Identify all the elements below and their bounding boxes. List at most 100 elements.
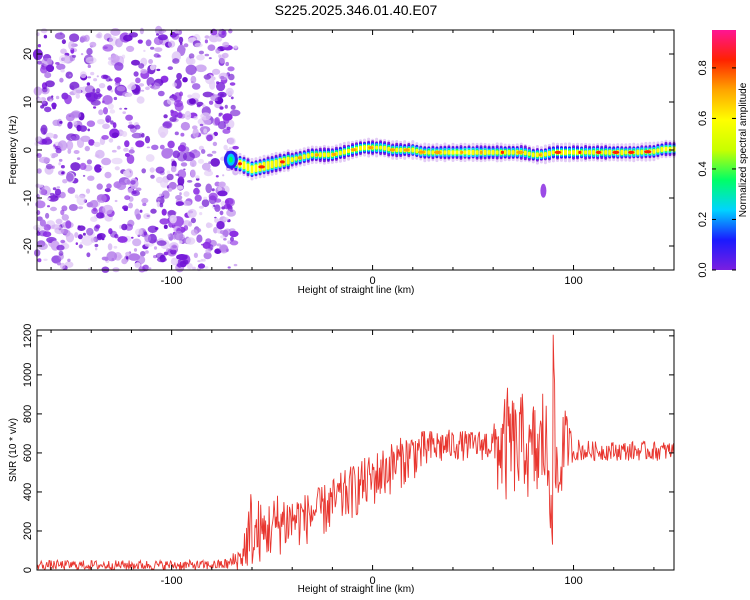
- noise-speckle: [107, 103, 114, 110]
- noise-speckle: [70, 133, 80, 141]
- noise-speckle: [195, 64, 207, 73]
- noise-speckle: [208, 161, 212, 165]
- colorbar-tick-label: 0.4: [697, 161, 709, 176]
- noise-speckle: [194, 42, 203, 48]
- noise-speckle: [124, 195, 131, 201]
- noise-speckle: [149, 167, 155, 173]
- noise-speckle: [86, 92, 98, 102]
- noise-speckle: [81, 235, 94, 246]
- noise-speckle: [191, 83, 201, 90]
- noise-speckle: [214, 116, 220, 126]
- noise-speckle: [95, 88, 101, 94]
- noise-speckle: [56, 244, 65, 251]
- noise-speckle: [57, 262, 62, 266]
- noise-speckle: [189, 58, 196, 65]
- noise-speckle: [94, 164, 102, 173]
- noise-speckle: [138, 63, 145, 69]
- noise-speckle: [104, 188, 111, 193]
- noise-speckle: [139, 209, 143, 213]
- snr-x-ticks: -100 0 100: [50, 330, 655, 587]
- noise-speckle: [103, 107, 108, 115]
- noise-speckle: [214, 204, 221, 212]
- noise-speckle: [171, 32, 180, 40]
- noise-speckle: [142, 202, 147, 207]
- noise-speckle: [59, 54, 71, 64]
- noise-speckle: [229, 82, 236, 86]
- spectrogram-y-axis-label: Frequency (Hz): [8, 116, 19, 185]
- noise-speckle: [179, 192, 182, 196]
- noise-speckle: [93, 78, 98, 82]
- colorbar-tick-label: 0.8: [697, 60, 709, 75]
- noise-speckle: [111, 132, 119, 138]
- noise-speckle: [180, 132, 185, 137]
- noise-speckle: [43, 258, 48, 261]
- noise-speckle: [49, 192, 55, 196]
- noise-speckle: [68, 204, 78, 211]
- noise-speckle: [168, 181, 177, 190]
- noise-speckle: [201, 199, 210, 208]
- noise-speckle: [222, 41, 230, 48]
- noise-speckle: [125, 114, 133, 121]
- noise-speckle: [128, 149, 135, 154]
- noise-speckle: [175, 173, 180, 176]
- noise-speckle: [42, 231, 52, 238]
- noise-speckle: [44, 106, 52, 113]
- ridge-peak: [418, 150, 426, 154]
- noise-speckle: [150, 208, 157, 214]
- noise-speckle: [211, 150, 217, 154]
- noise-speckle: [214, 218, 220, 223]
- noise-speckle: [208, 57, 212, 60]
- noise-speckle: [190, 75, 197, 84]
- noise-speckle: [167, 66, 173, 70]
- noise-speckle: [150, 174, 155, 179]
- noise-speckle: [105, 115, 112, 123]
- snr-x-axis-label: Height of straight line (km): [298, 584, 415, 595]
- noise-speckle: [113, 96, 118, 101]
- noise-speckle: [213, 226, 218, 234]
- noise-speckle: [182, 200, 192, 206]
- noise-speckle: [177, 176, 185, 186]
- noise-speckle: [175, 195, 183, 200]
- noise-speckle: [224, 104, 228, 109]
- noise-speckle: [194, 194, 202, 202]
- noise-speckle: [207, 44, 216, 51]
- noise-speckle: [188, 210, 194, 214]
- noise-speckle: [192, 266, 196, 270]
- noise-speckle: [143, 231, 148, 236]
- y-tick-label: 400: [22, 483, 34, 501]
- noise-speckle: [67, 121, 73, 129]
- noise-speckle: [41, 57, 53, 67]
- noise-speckle: [175, 201, 184, 206]
- noise-speckle: [35, 183, 40, 189]
- noise-speckle: [55, 95, 60, 100]
- noise-speckle: [55, 148, 62, 154]
- noise-speckle: [145, 154, 155, 162]
- noise-speckle: [116, 145, 121, 150]
- y-tick-label: 1000: [22, 363, 34, 387]
- snr-series: [36, 334, 674, 571]
- ridge-peak: [554, 150, 562, 154]
- noise-speckle: [140, 251, 146, 257]
- ridge-peak: [460, 150, 464, 154]
- noise-speckle: [49, 99, 53, 102]
- x-tick-label: 100: [564, 275, 582, 287]
- ridge-peak: [314, 153, 319, 157]
- noise-speckle: [223, 144, 228, 150]
- noise-speckle: [162, 121, 172, 129]
- noise-speckle: [143, 49, 146, 53]
- noise-speckle: [50, 206, 57, 212]
- y-tick-label: 20: [22, 48, 34, 60]
- noise-speckle: [38, 156, 51, 164]
- noise-speckle: [94, 243, 99, 248]
- noise-speckle: [157, 34, 168, 41]
- noise-speckle: [176, 254, 188, 261]
- ridge-peak: [628, 150, 635, 154]
- noise-speckle: [203, 128, 208, 134]
- snr-line: [36, 334, 674, 571]
- noise-speckle: [211, 188, 215, 192]
- noise-speckle: [232, 145, 239, 150]
- noise-speckle: [72, 120, 78, 126]
- noise-speckle: [202, 241, 211, 249]
- noise-speckle: [128, 202, 134, 209]
- noise-speckle: [217, 190, 228, 197]
